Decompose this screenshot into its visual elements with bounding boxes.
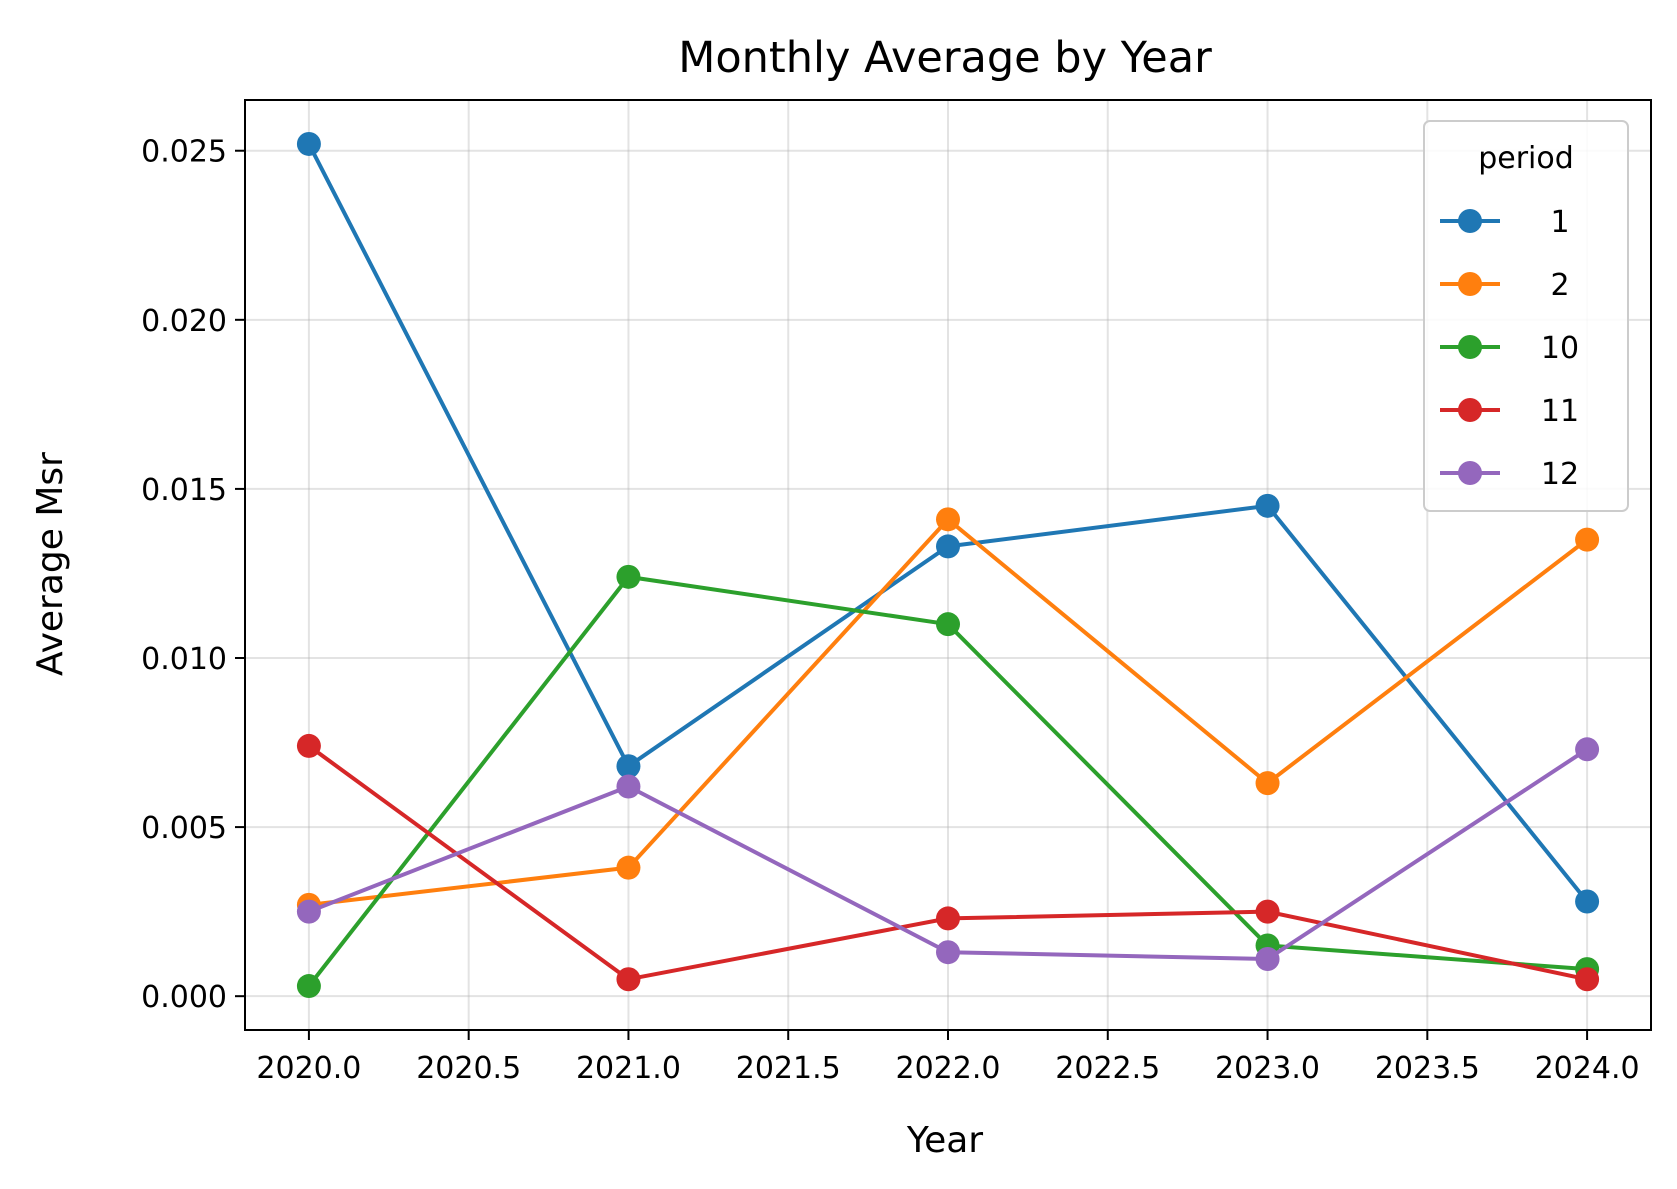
legend-title: period <box>1478 141 1574 176</box>
data-point <box>616 967 641 992</box>
data-point <box>1255 771 1280 796</box>
data-point <box>1255 899 1280 924</box>
x-tick-label: 2023.0 <box>1215 1051 1320 1086</box>
data-point <box>616 564 641 589</box>
legend-marker <box>1458 398 1482 422</box>
data-point <box>936 507 960 532</box>
x-tick-label: 2020.0 <box>256 1051 361 1086</box>
data-point <box>296 899 321 924</box>
legend-label: 12 <box>1541 457 1579 492</box>
x-tick-label: 2024.0 <box>1535 1051 1640 1086</box>
y-tick-label: 0.025 <box>141 135 227 170</box>
y-tick-label: 0.000 <box>141 980 227 1015</box>
legend-label: 10 <box>1541 331 1579 366</box>
y-tick-label: 0.020 <box>141 304 227 339</box>
data-point <box>616 754 641 779</box>
series-12 <box>296 737 1600 971</box>
legend-item-11: 11 <box>1440 394 1579 429</box>
data-point <box>1575 527 1600 552</box>
data-point <box>1575 889 1600 914</box>
legend-marker <box>1458 461 1482 485</box>
x-axis-label: Year <box>906 1120 983 1161</box>
y-axis: 0.000 0.005 0.010 0.015 0.020 0.025 <box>141 135 245 1015</box>
y-tick-label: 0.015 <box>141 473 227 508</box>
data-point <box>1255 493 1280 518</box>
data-point <box>616 774 641 799</box>
data-point <box>1255 946 1280 971</box>
x-axis: 2020.0 2020.5 2021.0 2021.5 2022.0 2022.5 2023… <box>256 1030 1640 1086</box>
chart-title: Monthly Average by Year <box>678 33 1212 83</box>
x-tick-label: 2021.0 <box>576 1051 681 1086</box>
legend-label: 2 <box>1550 268 1569 303</box>
data-point <box>296 733 321 758</box>
legend-item-1: 1 <box>1440 205 1570 240</box>
data-point <box>1575 737 1600 762</box>
legend-item-12: 12 <box>1440 457 1579 492</box>
x-tick-label: 2022.5 <box>1055 1051 1160 1086</box>
y-axis-label: Average Msr <box>30 452 71 676</box>
legend-marker <box>1458 335 1482 359</box>
data-point <box>1575 967 1600 992</box>
legend-marker <box>1458 272 1482 296</box>
legend-label: 11 <box>1541 394 1579 429</box>
legend-marker <box>1458 209 1482 233</box>
data-point <box>616 855 641 880</box>
legend-label: 1 <box>1550 205 1569 240</box>
data-point <box>296 974 321 999</box>
legend-item-10: 10 <box>1440 331 1579 366</box>
series-11 <box>296 733 1600 992</box>
x-tick-label: 2021.5 <box>736 1051 841 1086</box>
data-point <box>296 131 321 156</box>
series-layer <box>296 131 1600 999</box>
x-tick-label: 2020.5 <box>416 1051 521 1086</box>
data-point <box>936 906 960 931</box>
data-point <box>936 612 960 637</box>
x-tick-label: 2022.0 <box>896 1051 1001 1086</box>
grid <box>245 100 1651 1030</box>
y-tick-label: 0.005 <box>141 811 227 846</box>
series-2 <box>296 507 1600 917</box>
legend-box <box>1423 120 1629 512</box>
y-tick-label: 0.010 <box>141 642 227 677</box>
data-point <box>936 534 960 559</box>
series-1 <box>296 131 1600 914</box>
legend-item-2: 2 <box>1440 268 1570 303</box>
data-point <box>936 940 960 965</box>
x-tick-label: 2023.5 <box>1375 1051 1480 1086</box>
